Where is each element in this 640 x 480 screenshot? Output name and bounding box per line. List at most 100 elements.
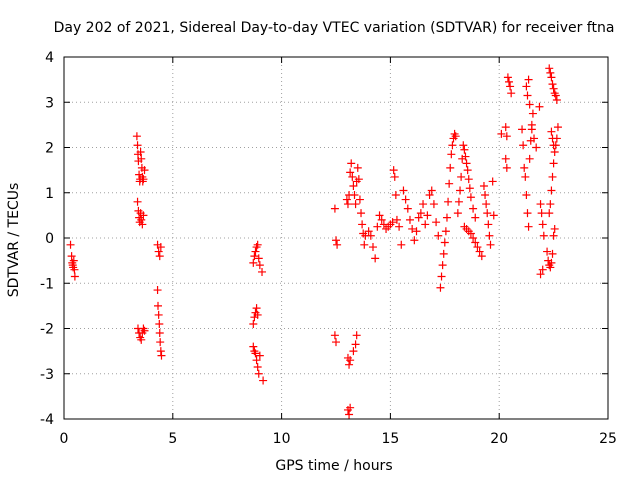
data-point: [67, 252, 76, 261]
data-point: [346, 168, 355, 177]
data-point: [405, 215, 414, 224]
data-point: [410, 236, 419, 245]
data-point: [548, 249, 557, 258]
data-point: [519, 141, 528, 150]
data-point: [423, 211, 432, 220]
data-point: [475, 247, 484, 256]
data-point: [140, 326, 149, 335]
data-point: [466, 229, 475, 238]
data-point: [473, 243, 482, 252]
data-point: [547, 73, 556, 82]
data-point: [547, 258, 556, 267]
data-point: [546, 200, 555, 209]
data-point: [351, 340, 360, 349]
data-point: [549, 231, 558, 240]
data-point: [140, 166, 149, 175]
data-point: [463, 166, 472, 175]
x-tick-label: 0: [60, 431, 69, 447]
data-point: [332, 338, 340, 347]
data-point: [481, 191, 490, 200]
plot-frame: [63, 56, 609, 420]
data-point: [548, 80, 557, 89]
data-point: [546, 68, 555, 77]
data-point: [506, 82, 515, 91]
data-point: [482, 200, 491, 209]
data-point: [154, 310, 163, 319]
data-point: [523, 209, 532, 218]
data-point: [440, 238, 449, 247]
data-point: [389, 166, 398, 175]
data-point: [330, 204, 339, 213]
data-point: [377, 215, 386, 224]
data-point: [503, 73, 512, 82]
data-point: [249, 319, 258, 328]
data-point: [133, 197, 142, 206]
data-point: [137, 335, 146, 344]
data-point: [486, 240, 495, 249]
data-point: [70, 272, 79, 281]
data-point: [412, 227, 421, 236]
data-point: [137, 215, 146, 224]
data-point: [333, 240, 342, 249]
data-point: [477, 252, 486, 261]
x-tick-label: 15: [381, 431, 399, 447]
data-point: [156, 347, 165, 356]
data-point: [523, 91, 532, 100]
data-point: [346, 356, 355, 365]
data-point: [547, 127, 556, 136]
data-point: [252, 304, 261, 313]
data-point: [353, 163, 362, 172]
data-point: [484, 220, 493, 229]
data-point: [488, 177, 497, 186]
data-point: [548, 172, 557, 181]
data-point: [343, 200, 352, 209]
data-point: [368, 243, 377, 252]
data-point: [254, 254, 263, 263]
data-point: [550, 224, 559, 233]
data-point: [522, 191, 531, 200]
data-point: [330, 331, 339, 340]
data-point: [136, 148, 145, 157]
data-point: [446, 163, 455, 172]
data-point: [360, 240, 369, 249]
data-point: [471, 238, 480, 247]
data-point: [535, 102, 544, 111]
data-point: [401, 195, 410, 204]
data-point: [528, 109, 537, 118]
data-point: [253, 240, 262, 249]
data-point: [479, 181, 488, 190]
data-point: [132, 132, 141, 141]
x-axis-label: GPS time / hours: [275, 458, 392, 474]
data-point: [355, 195, 364, 204]
data-point: [346, 403, 355, 412]
y-tick-label: 3: [45, 95, 54, 111]
data-point: [251, 349, 260, 358]
data-point: [548, 134, 557, 143]
data-point: [375, 211, 384, 220]
data-point: [133, 141, 142, 150]
data-point: [549, 84, 558, 93]
data-point: [489, 211, 498, 220]
data-point: [255, 261, 264, 270]
data-point: [501, 123, 510, 132]
data-point: [351, 200, 360, 209]
data-point: [155, 329, 164, 338]
x-tick-label: 25: [599, 431, 617, 447]
data-point: [552, 95, 561, 104]
data-point: [258, 267, 267, 276]
data-point: [357, 209, 366, 218]
data-point: [546, 263, 555, 272]
data-point: [391, 191, 400, 200]
data-point: [538, 265, 547, 274]
y-tick-label: 4: [45, 50, 54, 66]
data-point: [461, 152, 470, 161]
data-point: [439, 249, 448, 258]
data-point: [485, 231, 494, 240]
data-points: [66, 64, 562, 419]
data-point: [349, 181, 358, 190]
data-point: [459, 141, 468, 150]
data-point: [504, 77, 513, 86]
data-point: [358, 220, 367, 229]
data-point: [139, 175, 148, 184]
